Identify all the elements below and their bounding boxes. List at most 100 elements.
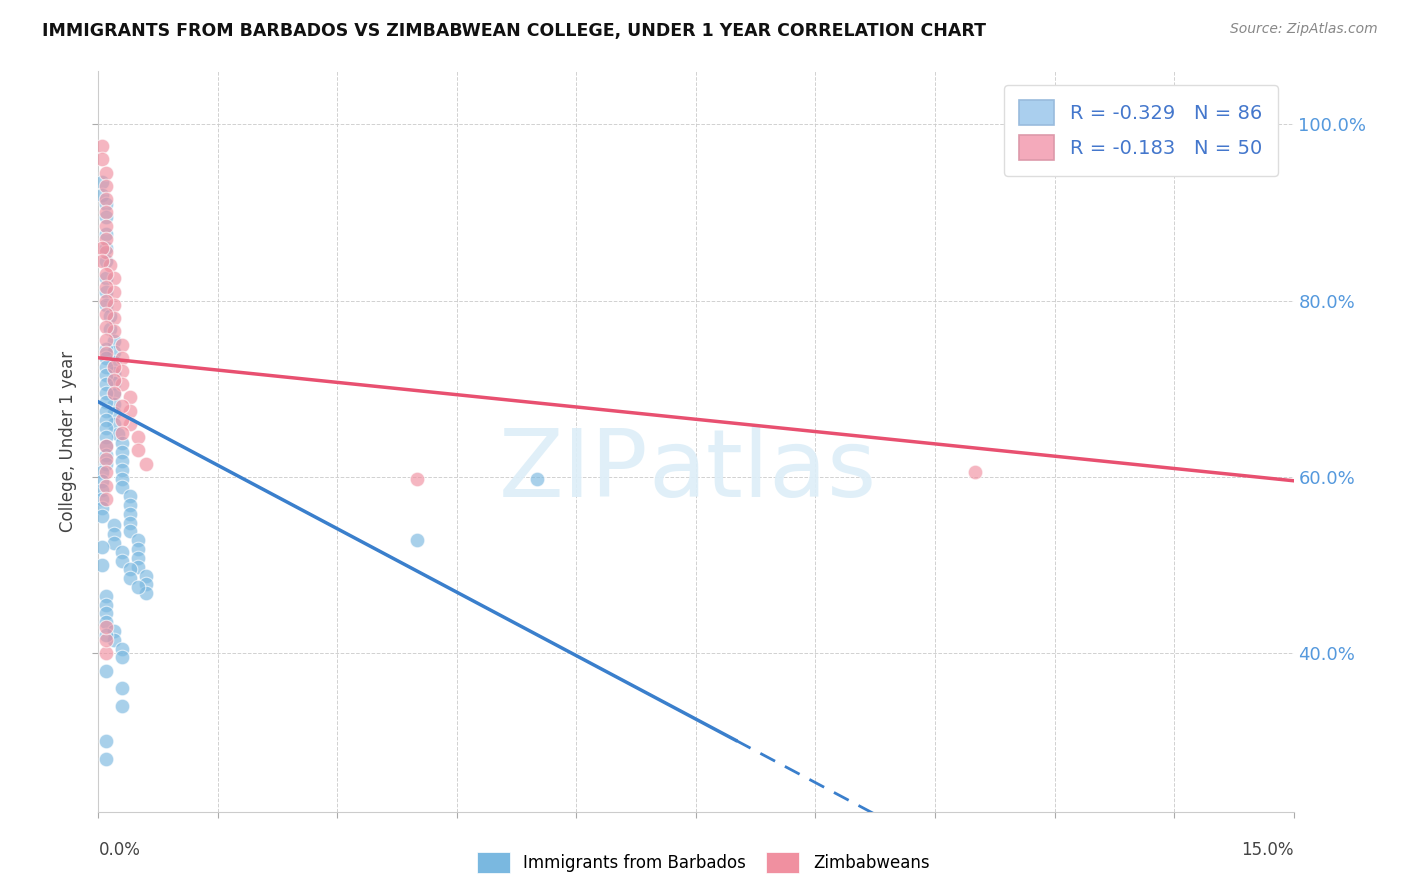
Text: atlas: atlas	[648, 425, 876, 517]
Point	[96, 632, 118, 647]
Point	[135, 577, 157, 591]
Point	[111, 553, 134, 567]
Point	[103, 376, 125, 391]
Point	[111, 436, 134, 450]
Point	[120, 489, 142, 503]
Point	[406, 533, 429, 548]
Legend: Immigrants from Barbados, Zimbabweans: Immigrants from Barbados, Zimbabweans	[470, 846, 936, 880]
Point	[111, 698, 134, 713]
Point	[111, 641, 134, 656]
Point	[111, 480, 134, 494]
Text: IMMIGRANTS FROM BARBADOS VS ZIMBABWEAN COLLEGE, UNDER 1 YEAR CORRELATION CHART: IMMIGRANTS FROM BARBADOS VS ZIMBABWEAN C…	[42, 22, 986, 40]
Point	[96, 210, 118, 224]
Point	[103, 387, 125, 401]
Point	[96, 205, 118, 219]
Point	[96, 285, 118, 299]
Point	[406, 471, 429, 485]
Point	[103, 624, 125, 638]
Point	[96, 298, 118, 312]
Point	[91, 153, 114, 167]
Point	[111, 377, 134, 392]
Point	[96, 368, 118, 383]
Point	[111, 425, 134, 440]
Point	[96, 196, 118, 211]
Point	[98, 322, 122, 336]
Point	[96, 615, 118, 630]
Point	[120, 391, 142, 405]
Point	[96, 293, 118, 308]
Y-axis label: College, Under 1 year: College, Under 1 year	[59, 351, 77, 533]
Point	[96, 359, 118, 374]
Point	[96, 253, 118, 268]
Text: Source: ZipAtlas.com: Source: ZipAtlas.com	[1230, 22, 1378, 37]
Point	[96, 439, 118, 453]
Point	[96, 412, 118, 426]
Point	[96, 734, 118, 748]
Point	[96, 457, 118, 471]
Point	[91, 253, 114, 268]
Point	[103, 298, 125, 312]
Point	[96, 439, 118, 453]
Text: 0.0%: 0.0%	[98, 841, 141, 859]
Point	[103, 285, 125, 299]
Point	[96, 466, 118, 480]
Point	[96, 478, 118, 492]
Point	[91, 187, 114, 202]
Point	[91, 558, 114, 572]
Point	[103, 359, 125, 374]
Point	[96, 245, 118, 260]
Point	[135, 568, 157, 582]
Point	[91, 491, 114, 506]
Point	[103, 355, 125, 369]
Point	[96, 271, 118, 285]
Point	[526, 471, 548, 485]
Point	[96, 386, 118, 401]
Point	[96, 752, 118, 766]
Point	[103, 527, 125, 541]
Point	[103, 373, 125, 387]
Point	[96, 320, 118, 334]
Point	[96, 232, 118, 246]
Point	[91, 541, 114, 555]
Point	[127, 443, 149, 458]
Text: ZIP: ZIP	[499, 425, 648, 517]
Point	[96, 227, 118, 242]
Legend: R = -0.329   N = 86, R = -0.183   N = 50: R = -0.329 N = 86, R = -0.183 N = 50	[1004, 85, 1278, 176]
Point	[96, 346, 118, 360]
Point	[103, 417, 125, 431]
Point	[111, 650, 134, 665]
Point	[120, 571, 142, 585]
Point	[91, 509, 114, 524]
Text: 15.0%: 15.0%	[1241, 841, 1294, 859]
Point	[91, 474, 114, 488]
Point	[96, 491, 118, 506]
Point	[96, 241, 118, 255]
Point	[103, 311, 125, 326]
Point	[135, 457, 157, 471]
Point	[98, 258, 122, 272]
Point	[96, 664, 118, 678]
Point	[91, 241, 114, 255]
Point	[111, 337, 134, 351]
Point	[103, 334, 125, 348]
Point	[96, 342, 118, 356]
Point	[111, 399, 134, 413]
Point	[96, 395, 118, 409]
Point	[96, 448, 118, 462]
Point	[96, 280, 118, 294]
Point	[91, 500, 114, 515]
Point	[96, 333, 118, 347]
Point	[96, 351, 118, 365]
Point	[135, 586, 157, 600]
Point	[127, 559, 149, 574]
Point	[103, 397, 125, 411]
Point	[103, 344, 125, 359]
Point	[96, 267, 118, 281]
Point	[96, 166, 118, 180]
Point	[103, 406, 125, 420]
Point	[96, 178, 118, 193]
Point	[127, 580, 149, 594]
Point	[96, 589, 118, 603]
Point	[96, 219, 118, 233]
Point	[120, 562, 142, 576]
